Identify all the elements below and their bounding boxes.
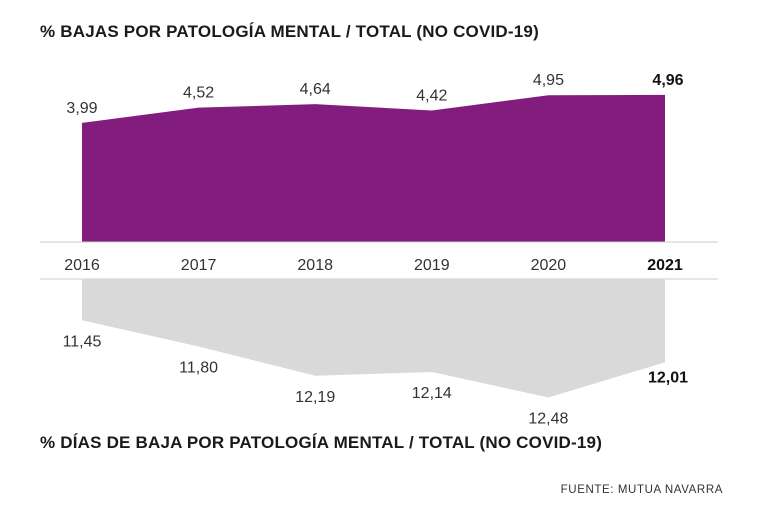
bajas-value-label: 4,42 xyxy=(416,88,447,105)
dias-value-label: 12,19 xyxy=(295,389,335,406)
year-label: 2016 xyxy=(64,257,100,274)
year-axis-labels: 2016 2017 2018 2019 2020 2021 xyxy=(64,257,683,274)
year-label: 2020 xyxy=(531,257,567,274)
bajas-value-label: 4,52 xyxy=(183,85,214,102)
dias-value-label: 11,45 xyxy=(63,333,102,350)
chart-title-bottom: % DÍAS DE BAJA POR PATOLOGÍA MENTAL / TO… xyxy=(40,433,603,452)
dias-value-label: 12,14 xyxy=(412,385,452,402)
year-label: 2021 xyxy=(647,257,683,274)
chart-title-top: % BAJAS POR PATOLOGÍA MENTAL / TOTAL (NO… xyxy=(40,22,539,41)
year-label: 2018 xyxy=(297,257,333,274)
source-note: FUENTE: MUTUA NAVARRA xyxy=(560,484,723,496)
bajas-value-label: 3,99 xyxy=(66,100,97,117)
bajas-area xyxy=(82,94,665,242)
year-label: 2019 xyxy=(414,257,450,274)
bajas-series-group: 3,99 4,52 4,64 4,42 4,95 4,96 xyxy=(66,72,684,242)
bajas-value-label: 4,96 xyxy=(652,72,683,89)
dias-value-label: 12,01 xyxy=(648,369,688,386)
dias-area xyxy=(82,279,665,398)
bajas-value-label: 4,64 xyxy=(300,81,331,98)
bajas-value-label: 4,95 xyxy=(533,72,564,89)
year-label: 2017 xyxy=(181,257,217,274)
dias-series-group: 11,45 11,80 12,19 12,14 12,48 12,01 xyxy=(63,279,688,428)
dias-value-label: 11,80 xyxy=(179,360,218,377)
dias-value-label: 12,48 xyxy=(528,411,568,428)
